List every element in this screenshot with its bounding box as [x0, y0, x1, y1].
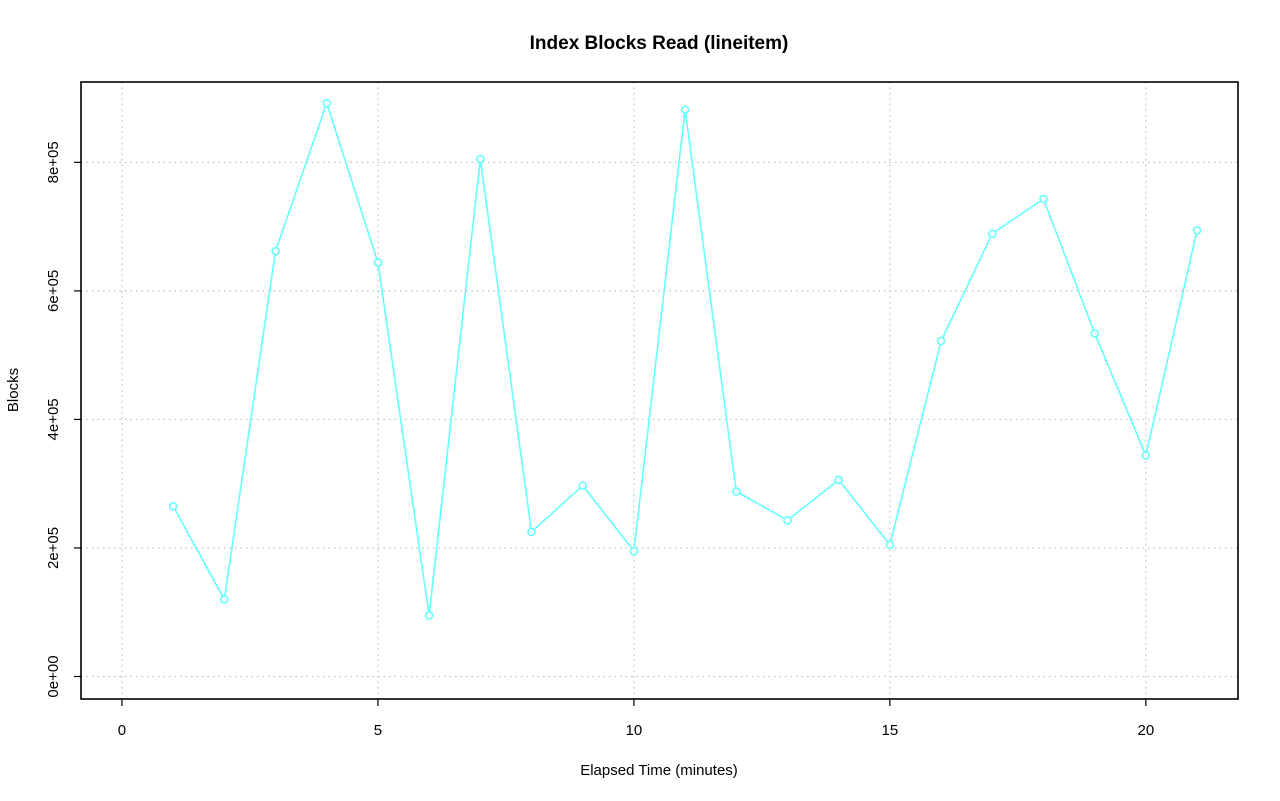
x-tick-label: 0 — [118, 722, 126, 739]
series-line-segment — [275, 106, 327, 248]
series-line-segment — [738, 492, 785, 520]
plot-frame — [80, 81, 1239, 700]
series-line-segment — [428, 162, 481, 613]
y-tick-label: 4e+05 — [45, 398, 62, 440]
y-tick-label: 0e+00 — [45, 655, 62, 697]
data-point — [1141, 451, 1151, 460]
series-line-segment — [224, 254, 276, 597]
data-point — [885, 540, 895, 550]
y-tick-label: 6e+05 — [45, 270, 62, 312]
data-point — [783, 516, 792, 525]
chart-title: Index Blocks Read (lineitem) — [530, 33, 789, 54]
y-axis-label: Blocks — [5, 368, 22, 412]
data-point — [731, 487, 741, 496]
data-point — [1090, 328, 1099, 338]
series-line-segment — [684, 112, 737, 489]
data-point — [834, 475, 843, 485]
x-tick-label: 5 — [374, 722, 382, 739]
series-line-segment — [789, 481, 837, 519]
series-line-segment — [889, 344, 941, 542]
data-point — [578, 481, 588, 490]
y-tick-label: 2e+05 — [45, 527, 62, 569]
series-line-segment — [327, 106, 378, 260]
series-line-segment — [994, 200, 1042, 233]
data-point — [527, 527, 536, 537]
data-point — [322, 98, 332, 108]
data-point — [936, 336, 946, 346]
series-line-segment — [633, 113, 686, 548]
data-point — [220, 595, 229, 604]
series-line-segment — [480, 162, 532, 529]
series-line-segment — [377, 265, 430, 613]
data-point — [168, 501, 178, 511]
series-line-segment — [1095, 336, 1146, 453]
x-tick-label: 10 — [626, 722, 643, 739]
data-point — [680, 105, 690, 114]
series-layer — [168, 98, 1202, 620]
data-point — [987, 229, 997, 238]
series-line-segment — [584, 487, 633, 549]
grid-layer — [81, 82, 1238, 699]
series-line-segment — [174, 508, 224, 597]
series-line-segment — [941, 236, 992, 339]
data-point — [424, 611, 434, 620]
series-line-segment — [533, 487, 581, 531]
x-tick-label: 20 — [1138, 722, 1155, 739]
series-line-segment — [1043, 201, 1095, 331]
axis-layer: 0 5 10 15 20 0e+00 2e+05 4e+05 6e+05 8e+05 — [45, 141, 1154, 739]
y-tick-label: 8e+05 — [45, 141, 62, 183]
data-point — [1192, 226, 1202, 235]
data-point — [476, 154, 485, 164]
x-axis-label: Elapsed Time (minutes) — [580, 762, 738, 779]
series-line-segment — [1145, 233, 1198, 453]
data-point — [271, 246, 280, 256]
series-line-segment — [840, 482, 889, 543]
data-point — [629, 546, 639, 556]
data-point — [373, 258, 383, 267]
x-tick-label: 15 — [882, 722, 899, 739]
data-point — [1039, 194, 1048, 204]
